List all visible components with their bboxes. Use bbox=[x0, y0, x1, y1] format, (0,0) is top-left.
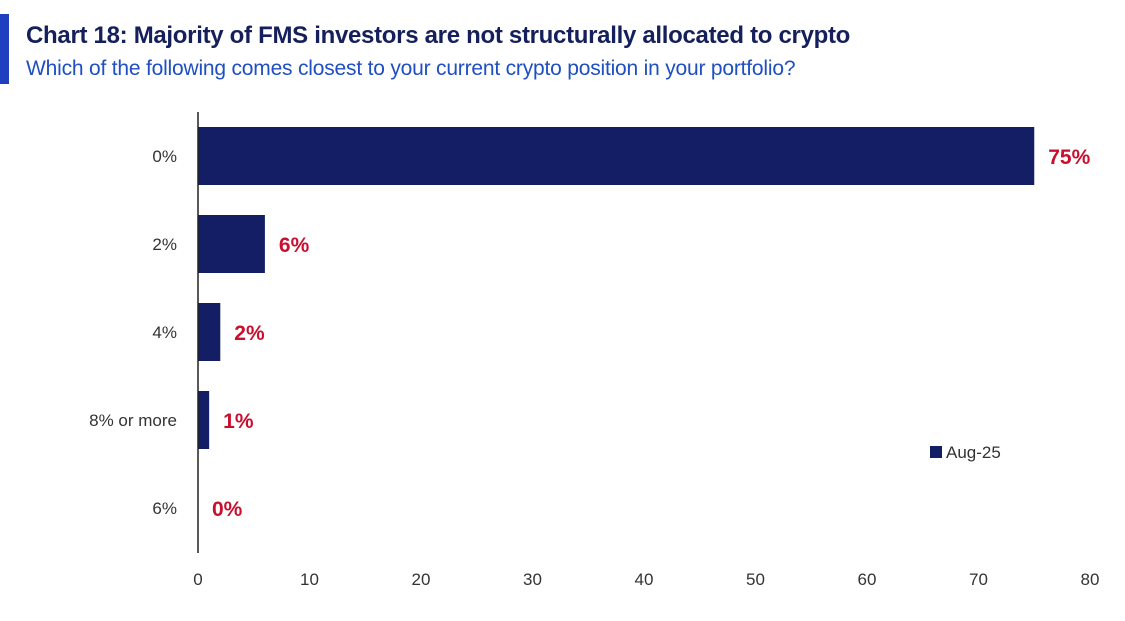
chart-title: Chart 18: Majority of FMS investors are … bbox=[26, 22, 851, 49]
legend-swatch bbox=[930, 446, 942, 458]
x-tick-label: 30 bbox=[523, 570, 542, 589]
x-tick-label: 80 bbox=[1081, 570, 1100, 589]
category-label: 0% bbox=[152, 147, 177, 166]
bar bbox=[198, 127, 1035, 185]
x-tick-label: 10 bbox=[300, 570, 319, 589]
x-tick-label: 50 bbox=[746, 570, 765, 589]
bar bbox=[198, 215, 265, 273]
x-tick-label: 0 bbox=[193, 570, 202, 589]
legend-label: Aug-25 bbox=[946, 443, 1001, 462]
data-label: 6% bbox=[279, 234, 310, 257]
bar bbox=[198, 303, 221, 361]
data-label: 2% bbox=[234, 322, 265, 345]
bar bbox=[198, 391, 210, 449]
category-label: 2% bbox=[152, 235, 177, 254]
data-label: 0% bbox=[212, 498, 243, 521]
category-label: 4% bbox=[152, 323, 177, 342]
x-tick-label: 20 bbox=[412, 570, 431, 589]
data-label: 75% bbox=[1048, 146, 1090, 169]
chart-subtitle: Which of the following comes closest to … bbox=[26, 57, 796, 80]
x-tick-label: 60 bbox=[858, 570, 877, 589]
title-accent-bar bbox=[0, 14, 9, 84]
x-tick-label: 40 bbox=[635, 570, 654, 589]
category-label: 6% bbox=[152, 499, 177, 518]
category-label: 8% or more bbox=[89, 411, 177, 430]
data-label: 1% bbox=[223, 410, 254, 433]
x-tick-label: 70 bbox=[969, 570, 988, 589]
